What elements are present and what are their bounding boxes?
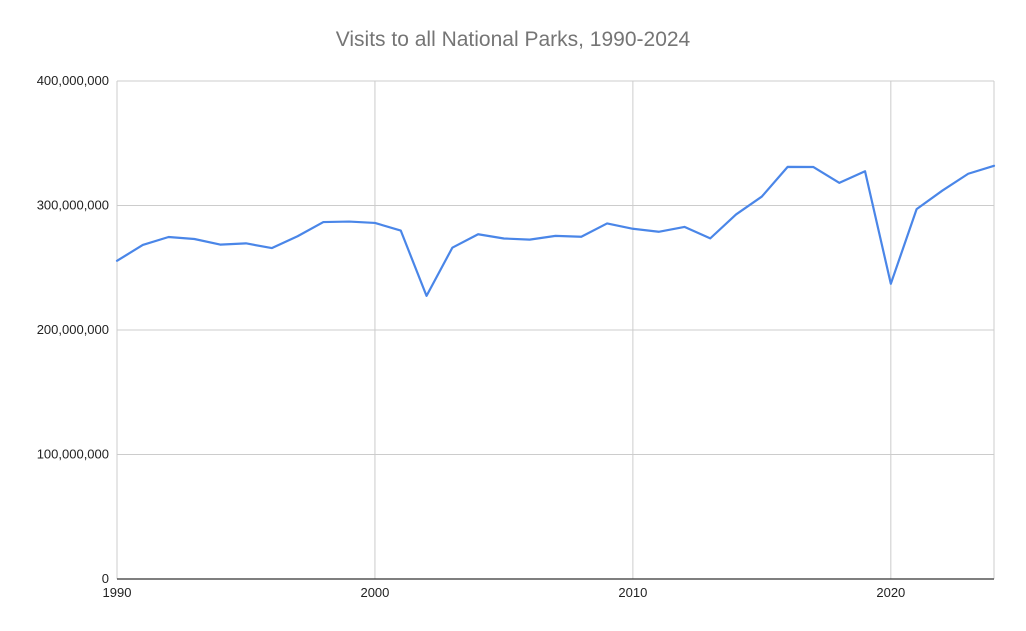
x-tick-labels: 1990 2000 2010 2020 [103,585,906,600]
gridlines [116,80,995,579]
y-tick-label: 400,000,000 [37,73,109,88]
y-tick-label: 100,000,000 [37,447,109,462]
y-tick-labels: 0 100,000,000 200,000,000 300,000,000 400,00… [37,73,109,586]
y-tick-label: 0 [102,571,109,586]
series-layer [115,164,996,297]
y-tick-label: 200,000,000 [37,322,109,337]
series-line [115,164,996,297]
chart-title: Visits to all National Parks, 1990-2024 [335,28,691,51]
x-tick-label: 2020 [876,585,905,600]
x-tick-label: 1990 [103,585,132,600]
y-tick-label: 300,000,000 [37,198,109,213]
x-tick-label: 2010 [618,585,647,600]
x-tick-label: 2000 [360,585,389,600]
